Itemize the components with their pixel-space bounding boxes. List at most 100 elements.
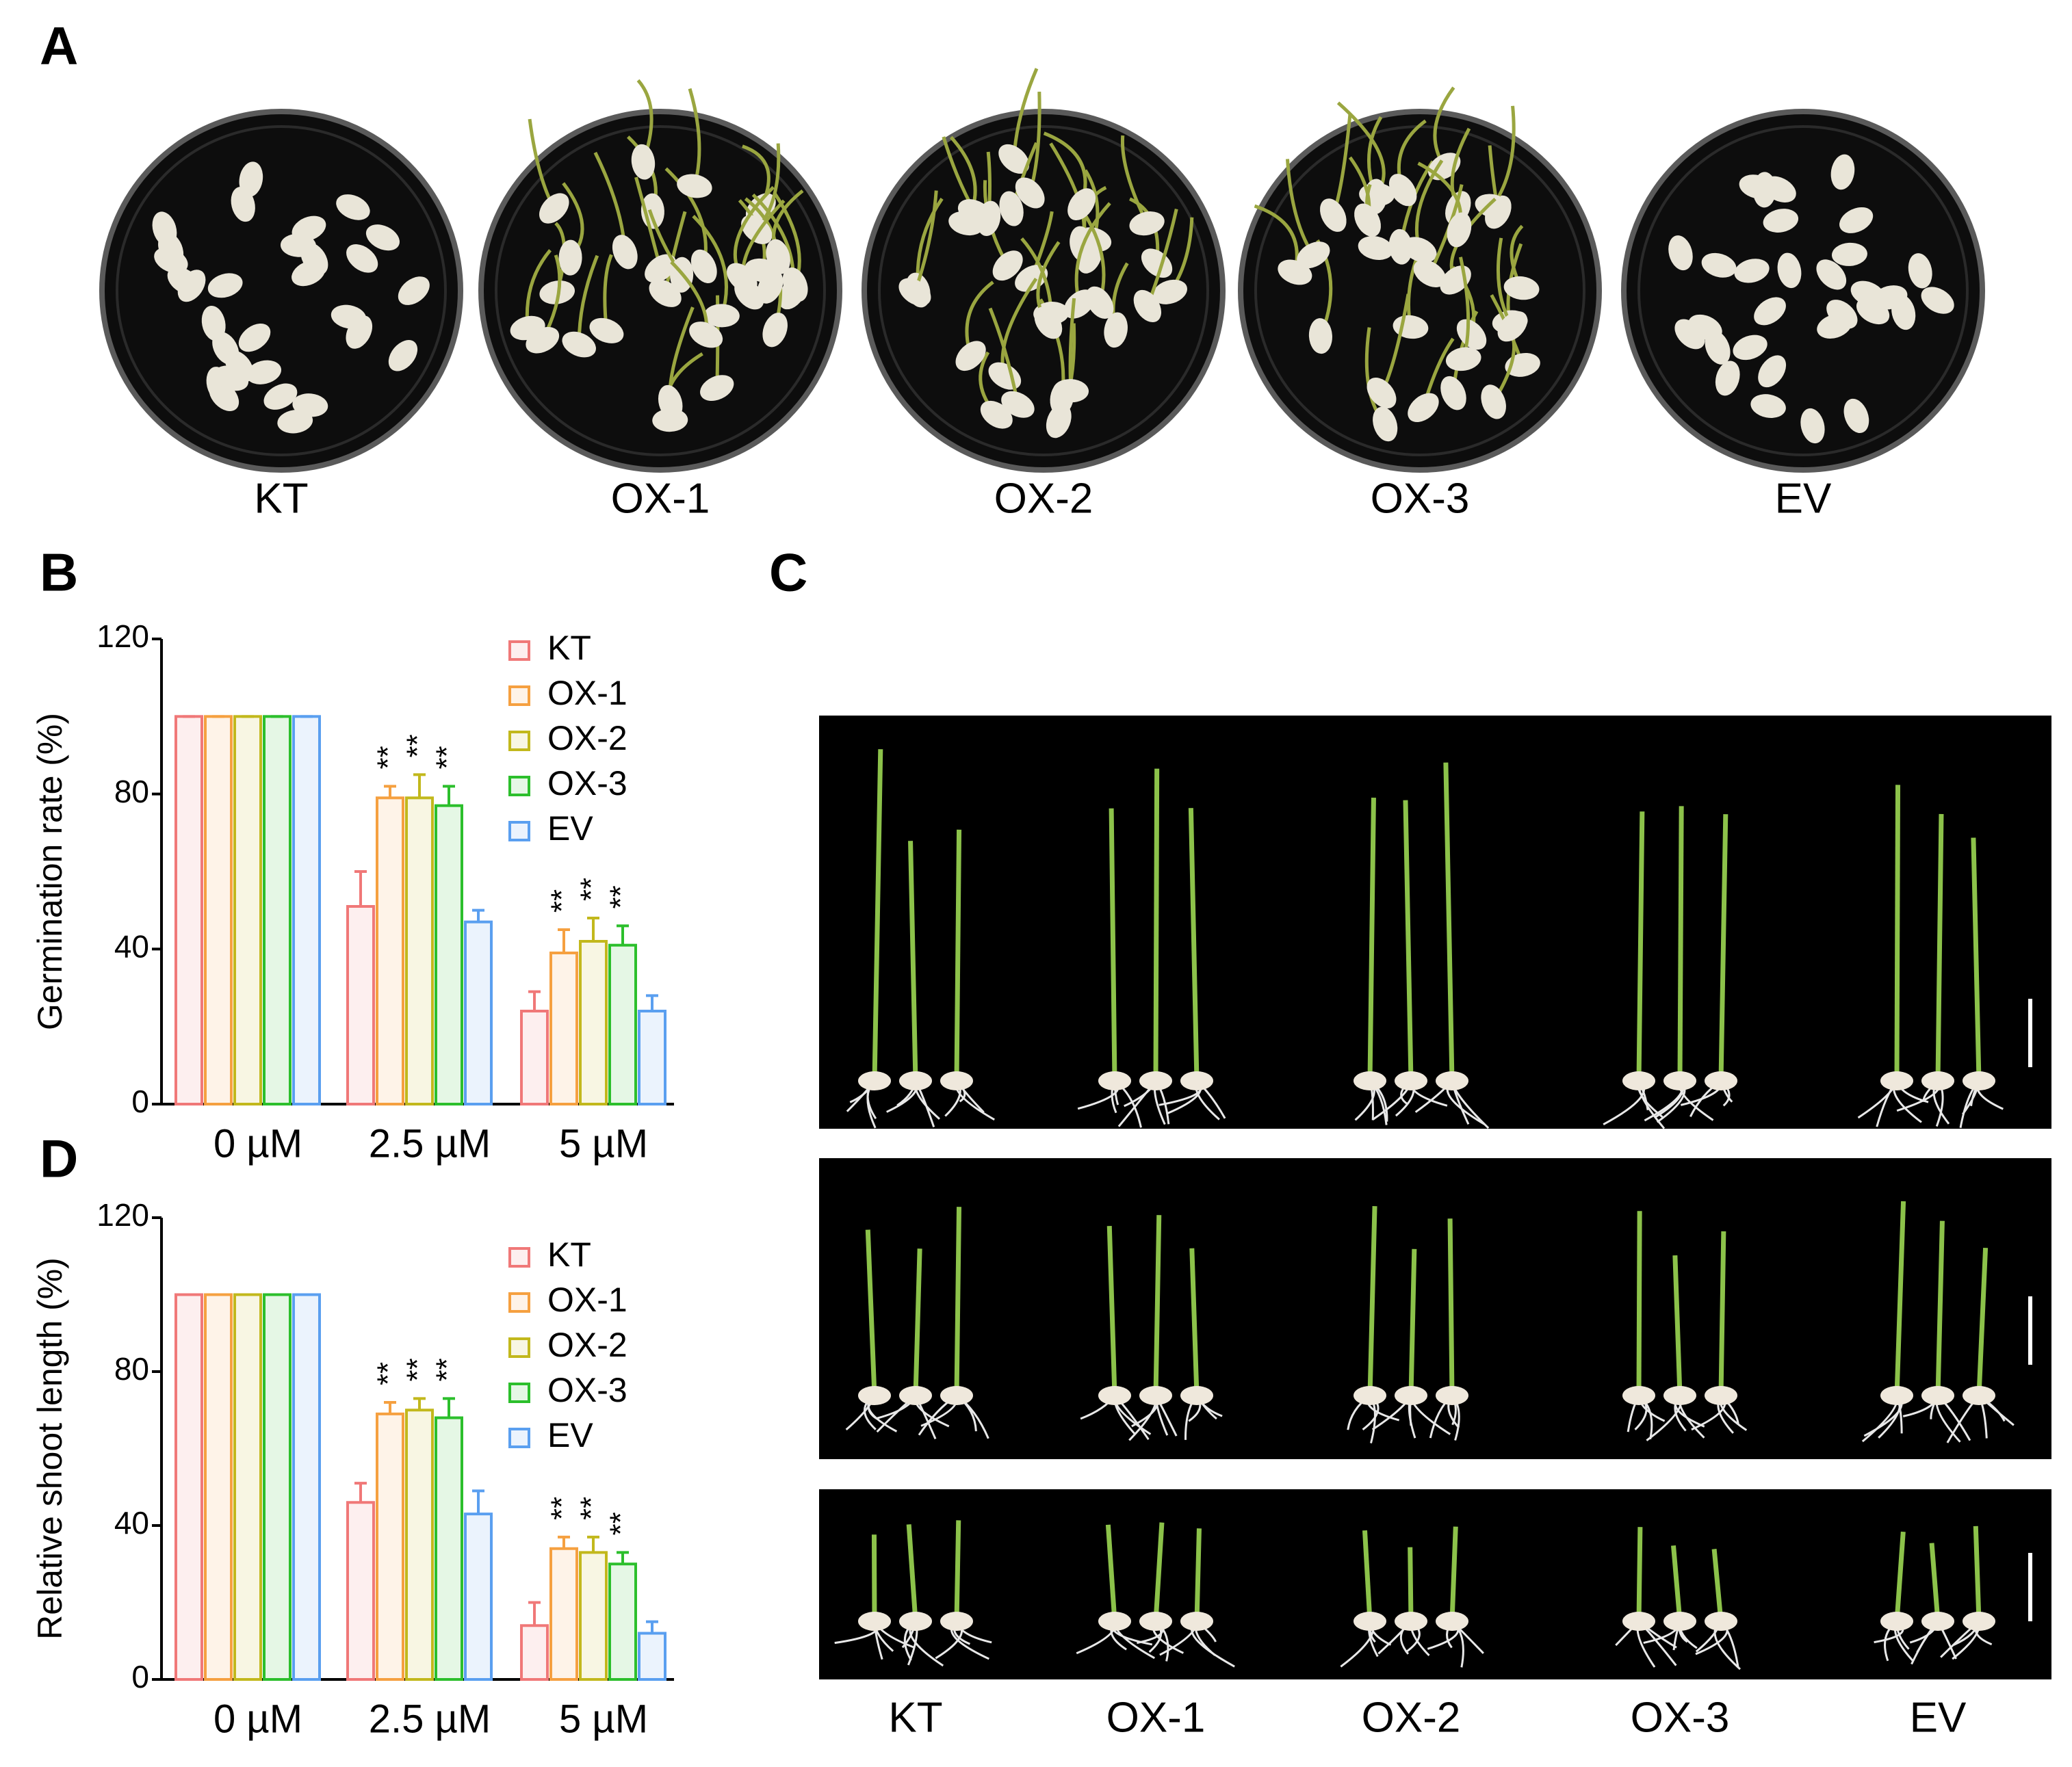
seed [1395, 1612, 1427, 1631]
seed [238, 323, 271, 352]
y-tick-label: 0 [131, 1084, 149, 1119]
seed [703, 304, 740, 328]
seed [1622, 1386, 1655, 1405]
shoot [908, 841, 918, 1082]
error-bar [354, 870, 367, 906]
shoot [1973, 1526, 1982, 1622]
seed [346, 244, 378, 273]
bar [464, 1513, 493, 1681]
seed [336, 194, 370, 220]
seed [1354, 1071, 1386, 1090]
seed [1908, 253, 1932, 289]
seed [1180, 1386, 1213, 1405]
legend-swatch [508, 1247, 530, 1268]
shoot [1362, 1530, 1373, 1622]
seed [1408, 393, 1439, 423]
shoot [1443, 762, 1455, 1082]
error-bar [587, 1535, 599, 1553]
shoot [913, 1248, 922, 1396]
seed [1001, 391, 1035, 418]
seed [1754, 297, 1786, 326]
legend-swatch [508, 685, 530, 706]
shoot [954, 1207, 962, 1396]
bar [233, 715, 262, 1106]
seed [998, 144, 1030, 174]
panel-label: D [40, 1129, 78, 1189]
legend-label: OX-1 [547, 674, 627, 712]
seed [940, 1071, 973, 1090]
seed [346, 315, 373, 349]
seed [898, 278, 931, 306]
significance-label: ** [545, 889, 579, 913]
significance-label: ** [545, 1497, 579, 1520]
seed [658, 384, 683, 420]
x-tick-label: 0 µM [213, 1697, 302, 1741]
seed [398, 276, 430, 305]
photo-row [819, 1489, 2051, 1679]
petri-dish [1621, 109, 1985, 473]
legend-label: EV [547, 809, 593, 848]
significance-label: ** [604, 885, 638, 908]
error-bar [646, 1620, 658, 1634]
shoot [1403, 800, 1414, 1082]
petri-rim [878, 125, 1209, 456]
error-bar [472, 908, 484, 922]
seed [1831, 242, 1867, 266]
seed [1440, 376, 1466, 410]
y-tick-label: 40 [114, 1505, 149, 1541]
seed [231, 187, 255, 222]
seed [1152, 279, 1187, 304]
seed [1663, 1071, 1696, 1090]
significance-label: ** [430, 1358, 464, 1381]
y-tick-label: 120 [96, 618, 149, 654]
bar [435, 804, 463, 1105]
seed [1705, 1386, 1737, 1405]
seed [1139, 1071, 1172, 1090]
bar [405, 796, 434, 1106]
seed [562, 331, 596, 358]
shoot [865, 1229, 877, 1396]
shoot [1189, 1248, 1200, 1396]
shoot [1976, 1247, 1989, 1396]
seed [940, 1612, 973, 1631]
seed [365, 224, 400, 251]
seed [858, 1612, 891, 1631]
seed [1839, 207, 1874, 233]
seed [631, 144, 656, 180]
seed [957, 199, 992, 225]
seed [1663, 1612, 1696, 1631]
shoot [954, 1520, 961, 1622]
bar [608, 1562, 637, 1681]
seed [224, 350, 254, 382]
shoot [871, 1534, 877, 1622]
shoot [1194, 1528, 1202, 1622]
x-tick-label: 5 µM [559, 1697, 648, 1741]
shoot [1367, 797, 1376, 1082]
shoot [1367, 1206, 1377, 1396]
bar [346, 905, 375, 1105]
seed [899, 1386, 932, 1405]
legend-label: OX-3 [547, 764, 627, 802]
bar [376, 796, 404, 1106]
seed [526, 326, 560, 354]
seed [558, 239, 582, 276]
x-tick-label: 5 µM [559, 1121, 648, 1166]
genotype-label: OX-3 [1631, 1694, 1730, 1741]
seed [1497, 311, 1528, 342]
seed [1139, 1386, 1172, 1405]
panel-label: C [769, 542, 807, 603]
seed [1733, 335, 1767, 361]
seed [1373, 406, 1398, 442]
error-bar [354, 1482, 367, 1503]
genotype-label: OX-2 [1362, 1694, 1461, 1741]
legend-swatch [508, 1337, 530, 1358]
shoot [1929, 1543, 1941, 1622]
seed [207, 273, 243, 298]
legend-label: KT [547, 1235, 591, 1274]
seed [1053, 379, 1089, 403]
plate-label: KT [254, 475, 308, 522]
seed [1503, 276, 1540, 300]
petri-rim [116, 125, 447, 456]
significance-label: ** [372, 746, 405, 769]
